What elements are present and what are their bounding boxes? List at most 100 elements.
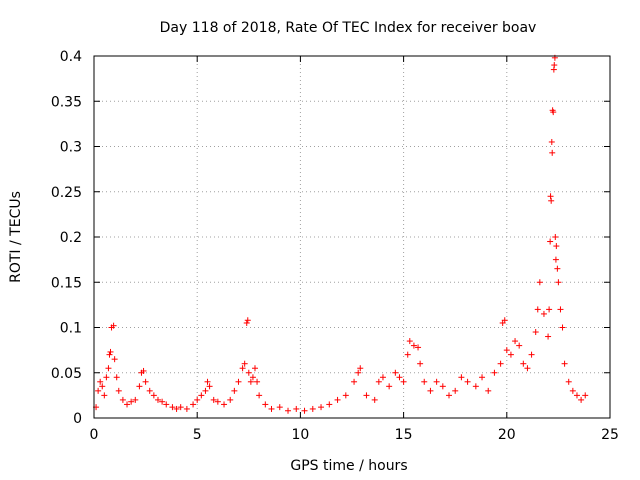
data-point: [400, 378, 407, 385]
data-point: [516, 342, 523, 349]
data-point: [540, 310, 547, 317]
data-point: [375, 378, 382, 385]
data-point: [421, 378, 428, 385]
data-point: [417, 360, 424, 367]
data-point: [183, 405, 190, 412]
y-tick-label: 0: [73, 411, 82, 427]
data-point: [204, 378, 211, 385]
data-point: [392, 369, 399, 376]
data-point: [154, 396, 161, 403]
data-point: [163, 401, 170, 408]
data-point: [190, 401, 197, 408]
x-axis-label: GPS time / hours: [290, 458, 407, 474]
x-tick-label: 15: [395, 427, 413, 443]
data-point: [578, 396, 585, 403]
data-point: [552, 234, 559, 240]
data-point: [528, 351, 535, 358]
data-point: [99, 383, 106, 390]
data-point: [227, 396, 234, 403]
data-point: [206, 383, 213, 390]
data-point: [115, 387, 122, 394]
y-tick-label: 0.15: [51, 275, 82, 291]
data-point: [371, 396, 378, 403]
data-point: [561, 360, 568, 367]
axis-ticks: [93, 55, 611, 419]
data-point: [243, 319, 250, 326]
data-point: [479, 374, 486, 381]
data-point: [553, 243, 560, 250]
data-point: [111, 356, 118, 363]
data-point: [439, 383, 446, 390]
data-point: [318, 404, 325, 411]
data-point: [551, 62, 558, 69]
data-point: [396, 374, 403, 381]
y-tick-label: 0.1: [60, 321, 82, 337]
data-point: [231, 387, 238, 394]
y-tick-label: 0.3: [60, 140, 82, 156]
data-point: [491, 369, 498, 376]
data-point: [554, 265, 561, 272]
data-point: [95, 387, 102, 394]
x-tick-label: 25: [601, 427, 619, 443]
data-point: [268, 405, 275, 412]
data-point: [433, 378, 440, 385]
data-point: [548, 197, 555, 204]
data-point: [107, 348, 114, 355]
x-tick-label: 0: [90, 427, 99, 443]
x-tick-labels: 0 5 10 15 20 25: [90, 427, 619, 443]
data-point: [110, 322, 117, 329]
data-point: [101, 392, 108, 399]
data-point: [559, 324, 566, 331]
data-point: [550, 109, 557, 116]
y-tick-label: 0.25: [51, 185, 82, 201]
data-point: [142, 378, 149, 385]
data-point: [247, 378, 254, 385]
data-point: [239, 365, 246, 372]
grid-lines: [94, 56, 610, 418]
data-point: [173, 405, 180, 412]
data-point: [415, 344, 422, 351]
data-point: [177, 404, 184, 411]
x-tick-label: 10: [291, 427, 309, 443]
data-point: [301, 407, 308, 414]
data-point: [136, 383, 143, 390]
data-point: [254, 378, 261, 385]
data-point: [555, 279, 562, 286]
data-point: [552, 256, 559, 263]
data-point: [256, 392, 263, 399]
data-point: [410, 342, 417, 349]
data-point: [113, 374, 120, 381]
data-point: [524, 365, 531, 372]
data-point: [406, 338, 413, 345]
data-point: [547, 193, 554, 200]
y-tick-label: 0.4: [60, 49, 82, 65]
data-point: [124, 401, 131, 408]
data-point: [293, 405, 300, 412]
data-point: [404, 351, 411, 358]
data-point: [548, 138, 555, 145]
data-point: [427, 387, 434, 394]
data-point: [342, 392, 349, 399]
data-point: [103, 374, 110, 381]
data-point: [159, 398, 166, 405]
data-point: [546, 306, 553, 313]
data-point: [214, 398, 221, 405]
data-point: [202, 387, 209, 394]
data-point: [565, 378, 572, 385]
data-point: [452, 387, 459, 394]
data-point: [198, 392, 205, 399]
data-point: [351, 378, 358, 385]
data-point: [194, 396, 201, 403]
y-tick-label: 0.35: [51, 94, 82, 110]
data-point: [105, 365, 112, 372]
x-tick-label: 20: [498, 427, 516, 443]
data-point: [251, 365, 258, 372]
data-point: [221, 401, 228, 408]
data-point: [536, 279, 543, 286]
data-point: [497, 360, 504, 367]
data-point: [132, 396, 139, 403]
data-point: [501, 317, 508, 324]
data-point: [241, 360, 248, 367]
data-point: [458, 374, 465, 381]
